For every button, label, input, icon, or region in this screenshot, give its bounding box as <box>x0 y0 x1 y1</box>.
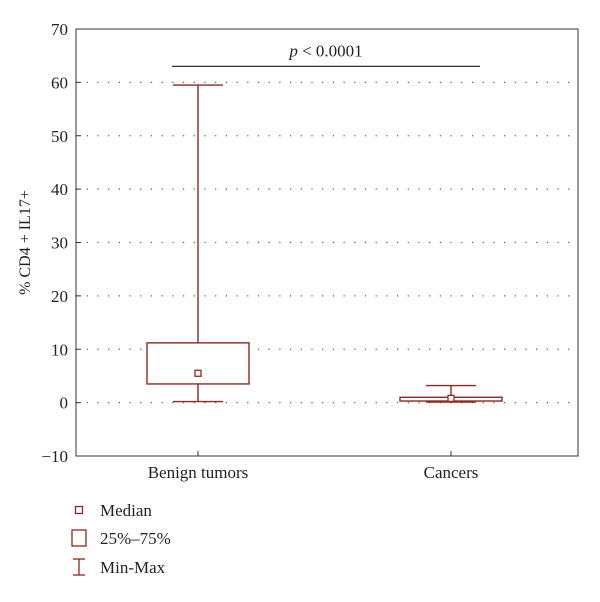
y-tick-label: 30 <box>51 234 68 253</box>
median-marker <box>447 394 455 403</box>
grid-layer <box>76 81 578 404</box>
significance-annotation: p < 0.0001 <box>172 41 480 67</box>
y-tick-label: 20 <box>51 287 68 306</box>
x-axis: Benign tumors Cancers <box>148 451 479 482</box>
box-group <box>146 84 250 403</box>
y-tick-label: 40 <box>51 180 68 199</box>
y-tick-label: 50 <box>51 127 68 146</box>
y-axis: −10 0 10 20 30 40 50 60 70 <box>41 20 81 466</box>
legend-label: Median <box>100 501 152 520</box>
p-value-text: < 0.0001 <box>298 41 363 60</box>
p-value-label: p < 0.0001 <box>288 41 362 60</box>
legend-label: 25%–75% <box>100 529 171 548</box>
y-tick-label: 60 <box>51 73 68 92</box>
median-marker <box>194 369 202 377</box>
legend-item: Median <box>74 501 152 520</box>
x-tick-label: Cancers <box>424 463 479 482</box>
y-tick-label: 10 <box>51 340 68 359</box>
y-tick-label: 0 <box>60 394 69 413</box>
legend-item: Min-Max <box>73 558 166 577</box>
y-tick-label: 70 <box>51 20 68 39</box>
legend-whisker-symbol <box>73 558 85 576</box>
boxes-layer <box>146 84 503 403</box>
p-value-symbol: p <box>288 41 298 60</box>
legend-item: 25%–75% <box>71 529 171 548</box>
legend-median-symbol <box>74 505 84 515</box>
box-group <box>399 384 503 403</box>
iqr-box <box>146 342 250 385</box>
legend-label: Min-Max <box>100 558 166 577</box>
legend-box-symbol <box>71 529 87 547</box>
x-tick-label: Benign tumors <box>148 463 249 482</box>
legend: Median 25%–75% Min-Max <box>71 501 171 577</box>
y-tick-label: −10 <box>41 447 68 466</box>
y-axis-label: % CD4 + IL17+ <box>17 190 34 295</box>
